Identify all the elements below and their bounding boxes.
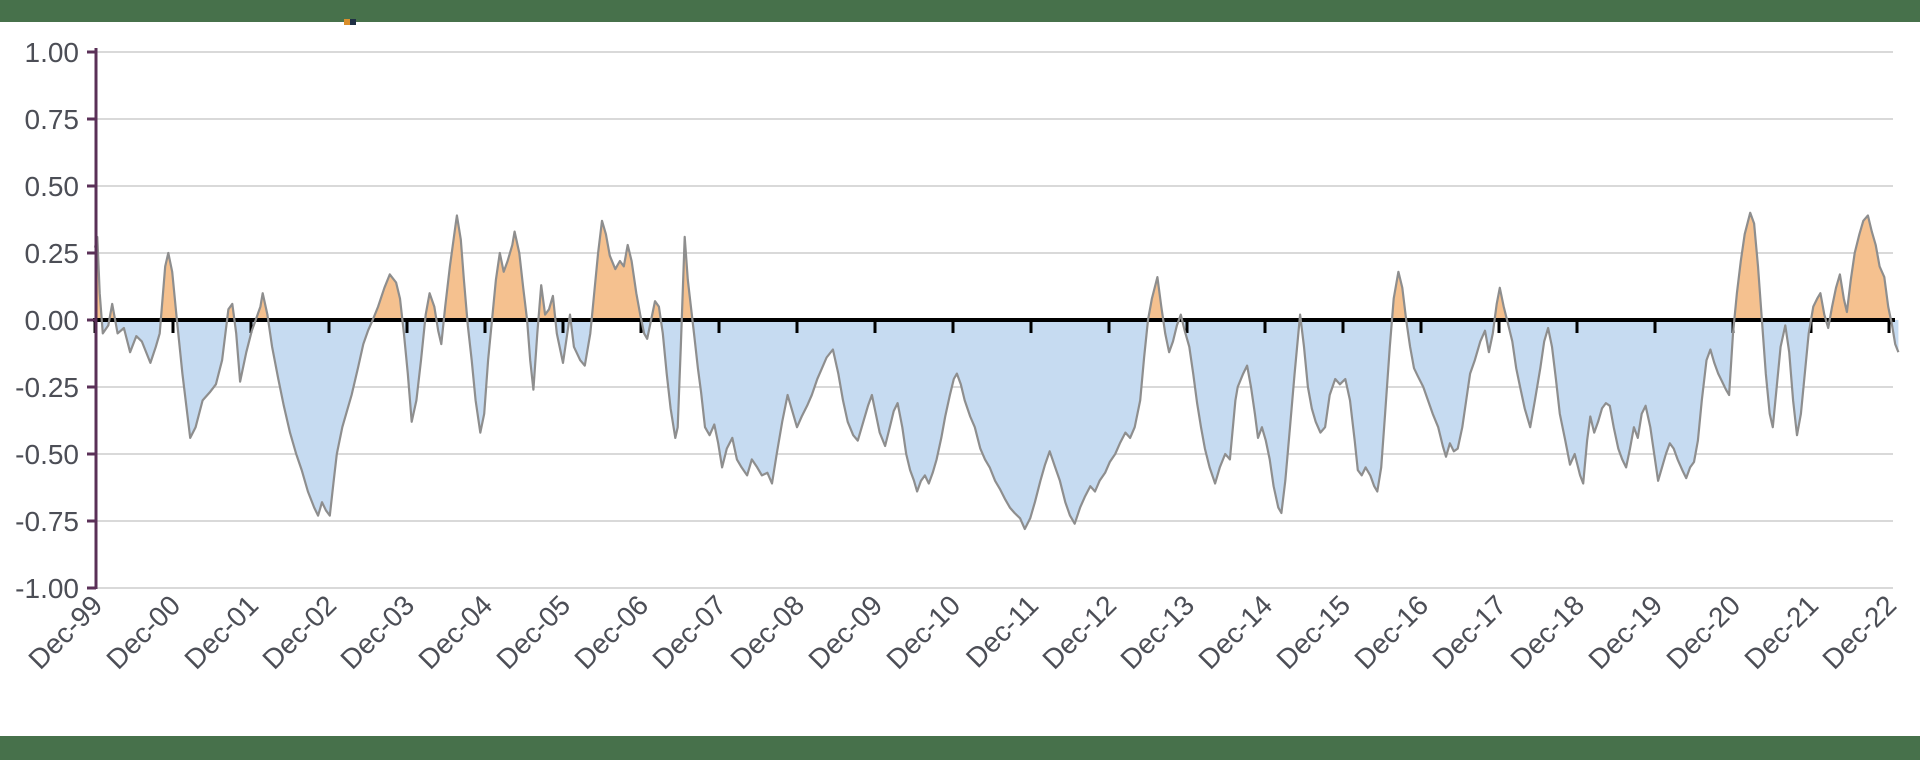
legend-artifact-navy-swatch	[350, 19, 356, 25]
y-tick-label: -0.25	[15, 372, 79, 403]
x-tick-label: Dec-02	[256, 589, 342, 675]
y-tick-label: -0.75	[15, 506, 79, 537]
top-banner	[0, 0, 1920, 22]
x-tick-label: Dec-13	[1114, 589, 1200, 675]
series-area-positive	[95, 212, 1899, 320]
x-tick-label: Dec-10	[880, 589, 966, 675]
x-tick-label: Dec-07	[646, 589, 732, 675]
x-tick-label: Dec-16	[1348, 589, 1434, 675]
series-area-negative	[95, 320, 1899, 529]
y-tick-label: 0.00	[25, 305, 80, 336]
x-tick-label: Dec-18	[1504, 589, 1590, 675]
y-tick-label: -1.00	[15, 573, 79, 604]
x-tick-label: Dec-21	[1738, 589, 1824, 675]
x-tick-label: Dec-17	[1426, 589, 1512, 675]
legend-artifact	[344, 19, 356, 25]
x-tick-label: Dec-09	[802, 589, 888, 675]
x-tick-label: Dec-19	[1582, 589, 1668, 675]
x-tick-label: Dec-20	[1660, 589, 1746, 675]
x-tick-label: Dec-22	[1816, 589, 1902, 675]
x-tick-label: Dec-12	[1036, 589, 1122, 675]
x-tick-label: Dec-04	[412, 589, 498, 675]
x-tick-label: Dec-01	[178, 589, 264, 675]
y-tick-label: 0.25	[25, 238, 80, 269]
x-tick-label: Dec-00	[100, 589, 186, 675]
y-tick-label: -0.50	[15, 439, 79, 470]
x-tick-label: Dec-15	[1270, 589, 1356, 675]
x-tick-label: Dec-14	[1192, 589, 1278, 675]
x-tick-label: Dec-08	[724, 589, 810, 675]
x-tick-label: Dec-03	[334, 589, 420, 675]
x-tick-label: Dec-06	[568, 589, 654, 675]
y-tick-label: 1.00	[25, 37, 80, 68]
legend-artifact-orange-swatch	[344, 19, 350, 25]
bottom-banner	[0, 736, 1920, 760]
y-tick-label: 0.75	[25, 104, 80, 135]
x-tick-label: Dec-11	[960, 589, 1044, 673]
series-line	[93, 211, 1900, 531]
y-tick-label: 0.50	[25, 171, 80, 202]
x-tick-label: Dec-05	[490, 589, 576, 675]
